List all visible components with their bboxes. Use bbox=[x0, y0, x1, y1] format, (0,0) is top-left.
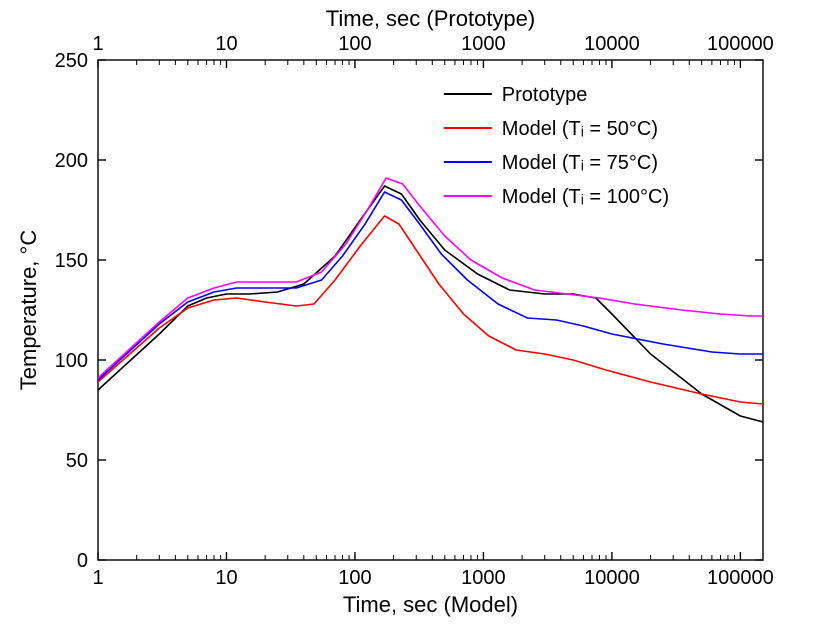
temperature-vs-time-chart: 1110101001001000100010000100001000001000… bbox=[0, 0, 825, 642]
legend-label: Model (Tᵢ = 50°C) bbox=[502, 118, 658, 140]
y-tick-label: 150 bbox=[55, 250, 88, 272]
y-tick-label: 200 bbox=[55, 150, 88, 172]
y-tick-label: 0 bbox=[77, 550, 88, 572]
legend-label: Prototype bbox=[502, 84, 588, 106]
x-tick-label: 10 bbox=[215, 567, 237, 589]
x-tick-label-top: 100 bbox=[338, 33, 371, 55]
x-tick-label-top: 10000 bbox=[584, 33, 640, 55]
y-tick-label: 50 bbox=[66, 450, 88, 472]
x-tick-label-top: 1000 bbox=[461, 33, 506, 55]
x-tick-label-top: 100000 bbox=[707, 33, 774, 55]
x-tick-label: 100000 bbox=[707, 567, 774, 589]
chart-bg bbox=[0, 0, 825, 642]
legend-label: Model (Tᵢ = 75°C) bbox=[502, 152, 658, 174]
x-tick-label: 1 bbox=[92, 567, 103, 589]
legend-label: Model (Tᵢ = 100°C) bbox=[502, 186, 669, 208]
x-tick-label-top: 10 bbox=[215, 33, 237, 55]
y-tick-label: 100 bbox=[55, 350, 88, 372]
x-axis-label-bottom: Time, sec (Model) bbox=[343, 592, 518, 617]
x-tick-label-top: 1 bbox=[92, 33, 103, 55]
x-axis-label-top: Time, sec (Prototype) bbox=[326, 6, 535, 31]
x-tick-label: 1000 bbox=[461, 567, 506, 589]
x-tick-label: 100 bbox=[338, 567, 371, 589]
y-axis-label: Temperature, °C bbox=[16, 230, 41, 391]
y-tick-label: 250 bbox=[55, 50, 88, 72]
x-tick-label: 10000 bbox=[584, 567, 640, 589]
